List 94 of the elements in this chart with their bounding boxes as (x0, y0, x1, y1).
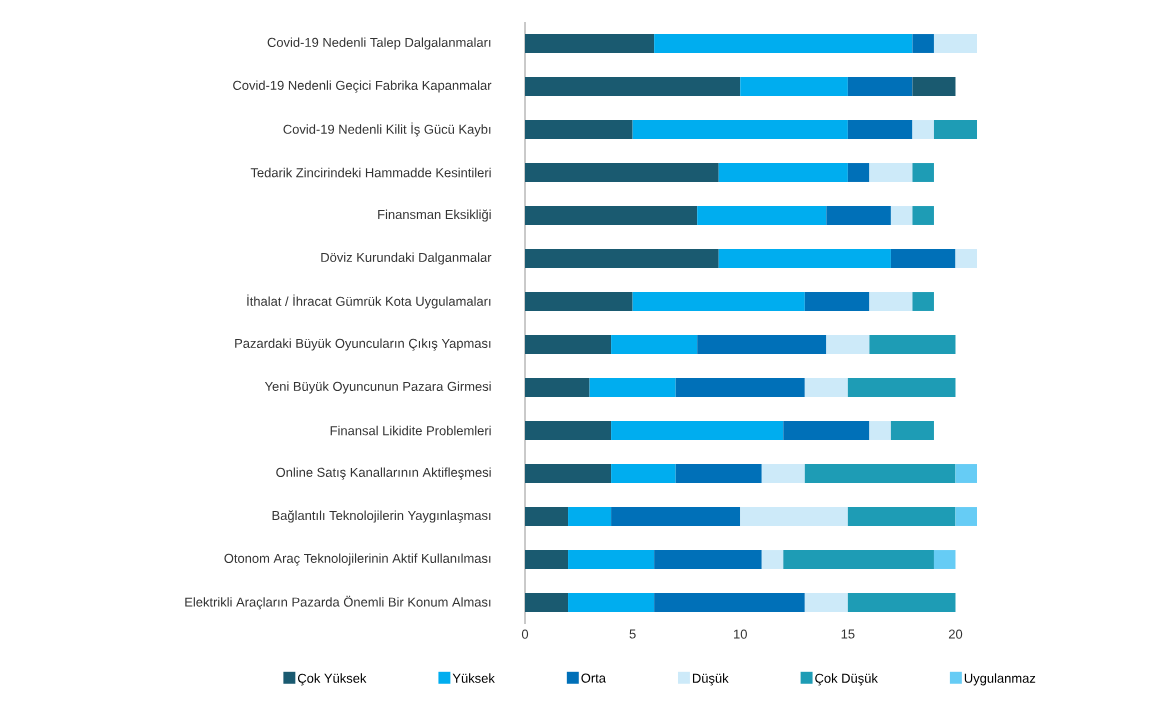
bar (783, 421, 870, 440)
y-tick-label: Covid-19 Nedenli Kilit İş Gücü Kaybı (283, 122, 491, 137)
legend-label: Düşük (692, 673, 729, 686)
bar (675, 464, 762, 483)
y-tick-label: Finansman Eksikliği (378, 209, 491, 222)
bar (525, 163, 719, 182)
y-tick-label: Elektrikli Araçların Pazarda Önemli Bir Konum Alması (185, 595, 491, 610)
y-tick-label: Bağlantılı Teknolojilerin Yaygınlaşması (272, 510, 491, 523)
y-tick-label: Pazardaki Büyük Oyuncuların Çıkış Yapması (235, 338, 491, 351)
bar (611, 421, 784, 440)
bar (912, 163, 934, 182)
bar (912, 34, 934, 53)
y-tick-label: Finansal Likidite Problemleri (330, 425, 491, 436)
bar (869, 163, 913, 182)
bar (697, 206, 827, 225)
bar (955, 249, 978, 268)
bar (525, 464, 612, 483)
bar (847, 507, 956, 526)
bar (912, 292, 934, 311)
bar (654, 34, 913, 53)
y-tick-label: Döviz Kurundaki Dalganmalar (321, 252, 492, 265)
bar (847, 77, 913, 96)
bar (869, 292, 913, 311)
bar (826, 335, 870, 354)
bar (740, 507, 848, 526)
y-tick-label: Online Satış Kanallarının Aktifleşmesi (276, 467, 491, 480)
bar (611, 507, 741, 526)
bar (804, 378, 848, 397)
bar (955, 507, 978, 526)
bar (589, 378, 676, 397)
legend-label: Yüksek (452, 673, 495, 683)
legend-label: Uygulanmaz (964, 673, 1036, 686)
bar (568, 593, 655, 612)
bar (654, 593, 805, 612)
bar (525, 120, 633, 139)
bar (718, 163, 848, 182)
bar (525, 34, 655, 53)
bar (890, 249, 956, 268)
bar (525, 249, 719, 268)
bar (847, 593, 956, 612)
bar (525, 335, 612, 354)
bar (525, 292, 633, 311)
bar (525, 550, 569, 569)
x-tick-label: 20 (948, 629, 963, 639)
x-tick-label: 10 (734, 629, 747, 639)
bar (611, 335, 698, 354)
bar (847, 120, 913, 139)
bar (933, 550, 956, 569)
bar (632, 292, 805, 311)
bar (568, 550, 655, 569)
bar (632, 120, 848, 139)
bar (804, 292, 870, 311)
bar (525, 421, 612, 440)
bar (847, 378, 956, 397)
bar (869, 335, 956, 354)
bar (804, 464, 956, 483)
bar (761, 464, 805, 483)
bar (654, 550, 762, 569)
bar (568, 507, 612, 526)
y-tick-label: Tedarik Zincirindeki Hammadde Kesintileri (250, 167, 491, 178)
bar (740, 77, 848, 96)
bar (783, 550, 934, 569)
y-tick-label: İthalat / İhracat Gümrük Kota Uygulamaları (247, 294, 491, 309)
bar (869, 421, 891, 440)
bar (912, 120, 934, 139)
legend-label: Çok Yüksek (297, 673, 367, 686)
bar (933, 34, 978, 53)
bar (826, 206, 891, 225)
bar (611, 464, 676, 483)
x-tick-label: 0 (521, 629, 529, 639)
bar (718, 249, 891, 268)
bar (697, 335, 827, 354)
y-tick-label: Covid-19 Nedenli Talep Dalgalanmaları (267, 37, 491, 50)
bar (847, 163, 870, 182)
bar (525, 378, 590, 397)
y-tick-label: Yeni Büyük Oyuncunun Pazara Girmesi (264, 381, 491, 394)
bar (912, 206, 934, 225)
bar (525, 77, 741, 96)
legend-label: Çok Düşük (815, 673, 878, 686)
bar (525, 593, 569, 612)
bar (955, 464, 978, 483)
y-tick-label: Otonom Araç Teknolojilerinin Aktif Kullanılması (224, 553, 491, 566)
bar (890, 421, 934, 440)
legend-label: Orta (581, 673, 606, 683)
bar (525, 206, 698, 225)
x-tick-label: 5 (629, 629, 636, 639)
bar (525, 507, 569, 526)
x-tick-label: 15 (841, 629, 855, 639)
bar (890, 206, 913, 225)
bar (761, 550, 784, 569)
bar (933, 120, 978, 139)
bar (675, 378, 805, 397)
y-tick-label: Covid-19 Nedenli Geçici Fabrika Kapanmalar (233, 80, 492, 93)
bar (804, 593, 848, 612)
